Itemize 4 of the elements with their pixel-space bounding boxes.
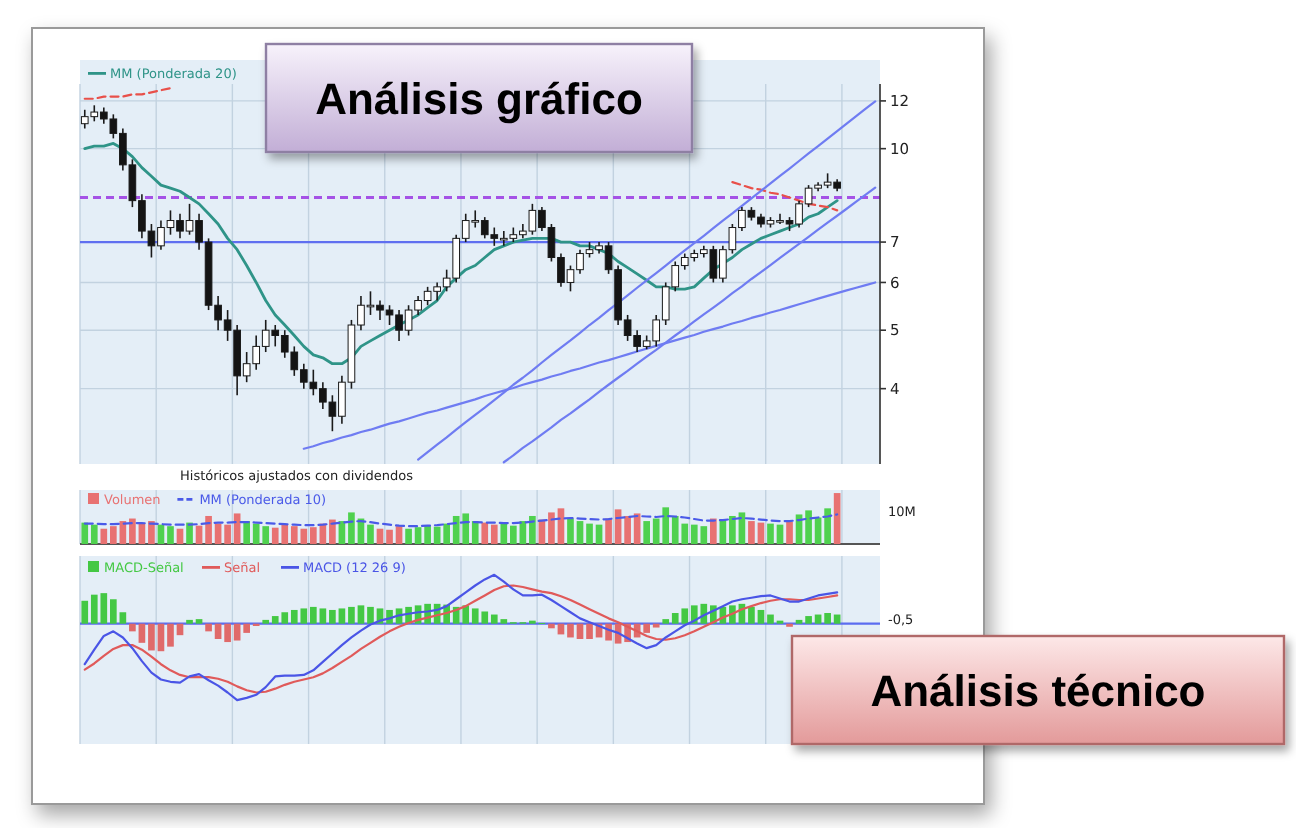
- bar: [186, 522, 193, 544]
- bar: [786, 521, 793, 544]
- text: Análisis técnico: [870, 665, 1206, 716]
- chart-title: Análisis gráfico: [315, 73, 643, 124]
